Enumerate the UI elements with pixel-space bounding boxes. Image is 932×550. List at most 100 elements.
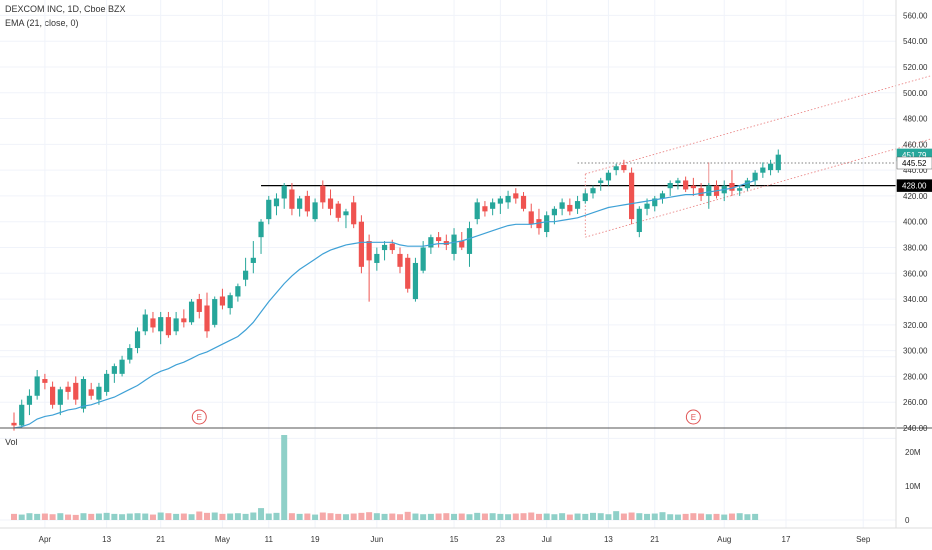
price-tick-label: 440.00	[903, 166, 928, 175]
volume-tick-label: 10M	[905, 482, 921, 491]
price-tick-label: 240.00	[903, 424, 928, 433]
candle-body	[374, 253, 380, 263]
candle-body	[706, 185, 712, 196]
volume-bar	[389, 513, 396, 520]
volume-tick-label: 0	[905, 516, 910, 525]
volume-bar	[728, 513, 735, 520]
candle-body	[574, 201, 581, 209]
candle-body	[212, 299, 218, 325]
time-tick-label: 21	[650, 535, 659, 544]
candle-body	[173, 318, 179, 332]
volume-bar	[427, 513, 434, 520]
candle-body	[451, 234, 457, 254]
candle-body	[281, 185, 287, 199]
volume-bar	[644, 513, 651, 520]
candle-body	[497, 198, 503, 204]
candle-body	[505, 195, 511, 203]
candle-body	[134, 331, 141, 349]
volume-bar	[451, 513, 458, 520]
time-tick-label: 23	[496, 535, 505, 544]
candle-body	[752, 172, 758, 181]
volume-bar	[350, 513, 357, 520]
volume-bar	[466, 514, 473, 520]
volume-bar	[142, 513, 149, 520]
volume-bar	[126, 513, 133, 520]
volume-bar	[667, 514, 674, 520]
candle-body	[57, 389, 63, 405]
volume-bars	[11, 435, 759, 520]
volume-bar	[327, 513, 334, 520]
volume-bar	[404, 511, 411, 520]
candle-body	[158, 317, 164, 332]
volume-bar	[659, 512, 666, 520]
volume-bar	[157, 512, 164, 520]
price-tick-label: 260.00	[903, 398, 928, 407]
volume-bar	[358, 512, 365, 520]
volume-bar	[11, 513, 17, 520]
candle-body	[397, 253, 403, 267]
volume-bar	[597, 513, 604, 520]
candle-body	[698, 188, 704, 196]
ema-legend: EMA (21, close, 0)	[5, 18, 79, 28]
candle-body	[227, 295, 233, 309]
candle-body	[528, 211, 534, 225]
volume-bar	[628, 512, 635, 520]
volume-bar	[512, 513, 519, 520]
volume-bar	[111, 513, 118, 520]
time-tick-label: 11	[265, 535, 274, 544]
volume-bar	[535, 513, 542, 520]
candle-body	[150, 318, 156, 328]
volume-axis: 0 10M 20M	[905, 448, 921, 525]
volume-bar	[18, 514, 25, 520]
volume-bar	[196, 511, 203, 520]
volume-bar	[690, 513, 697, 520]
candle-body	[536, 219, 542, 229]
candle-body	[636, 208, 642, 233]
candle-body	[19, 404, 25, 426]
volume-bar	[397, 514, 403, 520]
candle-body	[196, 299, 202, 312]
volume-bar	[566, 514, 573, 520]
volume-bar	[551, 514, 558, 520]
volume-bar	[505, 514, 512, 520]
volume-bar	[119, 514, 126, 520]
price-label-box	[896, 156, 932, 170]
volume-bar	[528, 512, 535, 520]
volume-bar	[211, 512, 218, 520]
volume-bar	[481, 513, 488, 520]
candle-body	[443, 241, 449, 245]
volume-bar	[258, 508, 265, 520]
candle-body	[297, 198, 303, 209]
price-tick-label: 460.00	[903, 140, 928, 149]
candle-body	[474, 202, 480, 220]
volume-bar	[88, 513, 95, 520]
time-axis[interactable]: Apr 13 21 May 11 19 Jun 15 23 Jul 13 21 Aug 17 Sep	[39, 535, 871, 544]
volume-bar	[435, 513, 442, 520]
price-axis[interactable]: 240.00 260.00 280.00 300.00 320.00 340.00 360.…	[903, 11, 928, 433]
volume-bar	[304, 513, 311, 520]
candle-body	[243, 270, 249, 280]
candle-body	[343, 211, 349, 216]
volume-bar	[26, 513, 33, 520]
volume-legend: Vol	[5, 437, 18, 447]
candle-body	[513, 193, 519, 199]
earnings-marker-label: E	[197, 413, 202, 422]
candle-body	[119, 359, 125, 374]
candle-body	[652, 198, 658, 207]
time-tick-label: Sep	[856, 535, 871, 544]
price-tick-label: 400.00	[903, 218, 928, 227]
candle-body	[582, 193, 588, 202]
candles	[11, 149, 781, 431]
time-tick-label: Jul	[542, 535, 552, 544]
volume-bar	[319, 512, 326, 520]
volume-bar	[227, 513, 234, 520]
volume-bar	[682, 513, 689, 520]
candle-body	[559, 202, 565, 209]
candle-body	[760, 167, 766, 173]
volume-bar	[34, 513, 41, 520]
volume-bar	[219, 513, 226, 520]
price-tick-label: 340.00	[903, 295, 928, 304]
candle-body	[42, 379, 48, 383]
